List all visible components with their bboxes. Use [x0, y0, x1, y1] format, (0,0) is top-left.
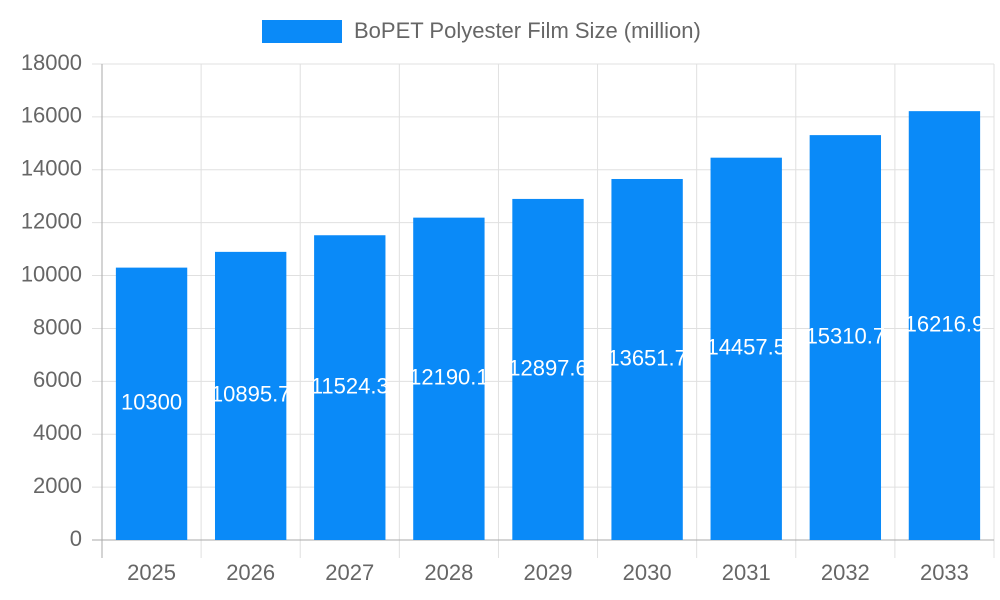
x-tick-label: 2028 — [424, 560, 473, 585]
value-label: 12897.6 — [508, 355, 588, 380]
bar — [809, 135, 882, 540]
y-tick-label: 2000 — [33, 473, 82, 498]
x-tick-label: 2029 — [524, 560, 573, 585]
x-tick-label: 2026 — [226, 560, 275, 585]
value-label: 12190.1 — [409, 365, 489, 390]
value-label: 15310.7 — [806, 323, 886, 348]
bar — [611, 178, 683, 540]
x-tick-label: 2033 — [920, 560, 969, 585]
x-tick-label: 2027 — [325, 560, 374, 585]
y-tick-label: 6000 — [33, 367, 82, 392]
y-tick-label: 4000 — [33, 420, 82, 445]
x-tick-label: 2030 — [623, 560, 672, 585]
y-tick-label: 10000 — [21, 261, 82, 286]
x-tick-label: 2032 — [821, 560, 870, 585]
y-tick-label: 16000 — [21, 103, 82, 128]
bar — [314, 235, 386, 541]
bar — [115, 267, 188, 540]
bar — [413, 217, 485, 540]
value-label: 13651.7 — [607, 345, 687, 370]
bar — [512, 198, 584, 541]
bar — [214, 251, 287, 540]
x-tick-label: 2025 — [127, 560, 176, 585]
bar — [710, 157, 782, 540]
y-tick-label: 14000 — [21, 156, 82, 181]
value-label: 11524.3 — [311, 373, 389, 398]
legend-label[interactable]: BoPET Polyester Film Size (million) — [354, 18, 701, 43]
value-label: 10300 — [121, 390, 182, 415]
bar — [908, 111, 981, 541]
y-tick-label: 18000 — [21, 50, 82, 75]
legend-swatch[interactable] — [262, 20, 342, 43]
value-label: 10895.7 — [211, 382, 291, 407]
y-tick-label: 8000 — [33, 314, 82, 339]
y-tick-label: 0 — [70, 526, 82, 551]
y-tick-label: 12000 — [21, 208, 82, 233]
value-label: 14457.5 — [706, 335, 786, 360]
value-label: 16216.9 — [905, 311, 985, 336]
x-tick-label: 2031 — [722, 560, 771, 585]
